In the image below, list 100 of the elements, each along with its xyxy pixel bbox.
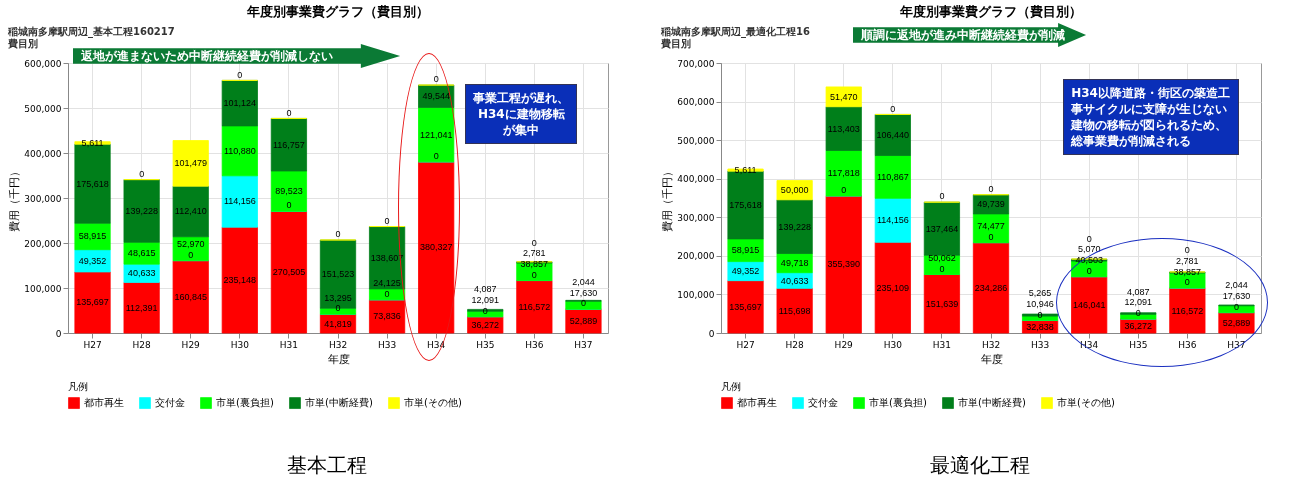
x-axis-title: 年度 (327, 352, 350, 366)
data-label: 4,087 (474, 284, 497, 295)
data-label: 0 (1086, 265, 1092, 276)
data-label: 135,697 (76, 297, 109, 308)
data-label: 4,087 (1127, 286, 1150, 297)
y-axis-title: 費用（千円） (661, 165, 675, 232)
data-label: 0 (433, 151, 439, 162)
data-label: 12,091 (471, 295, 500, 306)
data-label: 110,867 (876, 171, 909, 182)
data-label: 101,479 (174, 158, 207, 169)
data-label: 50,000 (780, 185, 809, 196)
data-label: 117,818 (827, 168, 860, 179)
data-label: 0 (335, 229, 341, 240)
data-label: 49,718 (780, 258, 809, 269)
data-label: 0 (286, 107, 292, 118)
data-label: 235,109 (876, 282, 910, 293)
data-label: 113,403 (827, 123, 860, 134)
data-label: 24,125 (373, 278, 401, 289)
y-tick-label: 600,000 (677, 97, 715, 108)
data-label: 2,781 (1176, 255, 1199, 266)
chart-title: 年度別事業費グラフ（費目別） (899, 4, 1082, 19)
data-label: 116,757 (272, 139, 305, 150)
data-label: 121,041 (419, 129, 453, 140)
y-tick-label: 400,000 (677, 174, 715, 185)
data-label: 74,477 (977, 221, 1005, 232)
data-label: 5,070 (1077, 244, 1101, 255)
chart-subtitle: 稲城南多摩駅周辺_基本工程160217 費目別 (8, 26, 175, 50)
data-label: 0 (433, 74, 439, 85)
x-tick-label: H33 (377, 339, 397, 350)
data-label: 10,946 (1026, 298, 1054, 309)
data-label: 36,272 (1124, 321, 1153, 331)
y-tick-label: 500,000 (677, 135, 715, 146)
y-tick-label: 0 (708, 328, 715, 339)
data-label: 52,970 (176, 239, 205, 250)
data-label: 135,697 (729, 301, 762, 312)
data-label: 49,739 (977, 199, 1005, 210)
data-label: 151,523 (321, 269, 355, 280)
data-label: 0 (1233, 301, 1239, 312)
data-label: 17,630 (1222, 291, 1251, 302)
x-tick-label: H34 (1080, 339, 1099, 350)
data-label: 112,391 (125, 302, 158, 313)
y-tick-label: 100,000 (677, 289, 715, 300)
legend-title: 凡例 (721, 381, 741, 392)
x-tick-label: H32 (981, 339, 1001, 350)
data-label: 115,698 (778, 305, 811, 316)
legend-label: 市単(その他) (1057, 397, 1115, 409)
data-label: 380,327 (419, 242, 453, 253)
data-label: 50,062 (928, 252, 956, 263)
x-tick-label: H36 (525, 339, 544, 350)
legend-label: 市単(裏負担) (216, 397, 274, 409)
x-tick-label: H30 (883, 339, 903, 350)
y-tick-label: 400,000 (24, 148, 62, 159)
data-label: 0 (841, 185, 847, 196)
data-label: 0 (384, 288, 390, 299)
legend-label: 交付金 (808, 397, 838, 409)
data-label: 0 (335, 303, 341, 314)
data-label: 139,228 (125, 205, 158, 216)
y-tick-label: 300,000 (677, 212, 715, 223)
y-tick-label: 600,000 (24, 58, 62, 69)
data-label: 0 (1086, 233, 1092, 244)
text: 基本工程 (285, 452, 368, 479)
x-tick-label: H27 (736, 339, 755, 350)
chart-title: 年度別事業費グラフ（費目別） (246, 4, 429, 19)
data-label: 151,639 (925, 298, 959, 309)
data-label: 175,618 (76, 178, 109, 189)
x-axis-title: 年度 (980, 352, 1003, 366)
data-label: 48,615 (127, 248, 156, 259)
data-label: 17,630 (569, 287, 598, 298)
data-label: 40,633 (780, 275, 809, 286)
data-label: 58,915 (78, 231, 107, 242)
data-label: 114,156 (223, 196, 256, 207)
chart-subtitle: 稲城南多摩駅周辺_最適化工程16 費目別 (661, 26, 810, 50)
x-tick-label: H35 (1129, 339, 1148, 350)
data-label: 110,880 (223, 145, 256, 156)
data-label: 12,091 (1124, 297, 1153, 308)
data-label: 0 (939, 263, 945, 274)
y-tick-label: 200,000 (24, 238, 62, 249)
y-tick-label: 100,000 (24, 283, 62, 294)
annotation: H34以降道路・街区の築造工事サイクルに支障が生じない建物の移転が図られるため、総事業費が削減される (1063, 79, 1240, 155)
data-label: 0 (939, 191, 945, 202)
data-label: 146,041 (1072, 299, 1106, 310)
x-tick-label: H32 (328, 339, 348, 350)
legend-label: 市単(裏負担) (869, 397, 927, 409)
data-label: 0 (384, 215, 390, 226)
x-tick-label: H29 (834, 339, 854, 350)
data-label: 73,836 (373, 311, 401, 322)
y-tick-label: 0 (55, 328, 62, 339)
legend-label: 都市再生 (84, 397, 124, 409)
y-tick-label: 300,000 (24, 193, 62, 204)
data-label: 2,044 (1225, 280, 1248, 291)
legend-title: 凡例 (68, 381, 88, 392)
text: 最適化工程 (928, 452, 1031, 479)
data-label: 51,470 (829, 91, 858, 102)
data-label: 41,819 (324, 318, 352, 329)
data-label: 234,286 (974, 282, 1008, 293)
data-label: 235,148 (223, 275, 257, 286)
x-tick-label: H28 (132, 339, 152, 350)
data-label: 38,857 (520, 259, 549, 270)
x-tick-label: H31 (279, 339, 299, 350)
x-tick-label: H29 (181, 339, 201, 350)
